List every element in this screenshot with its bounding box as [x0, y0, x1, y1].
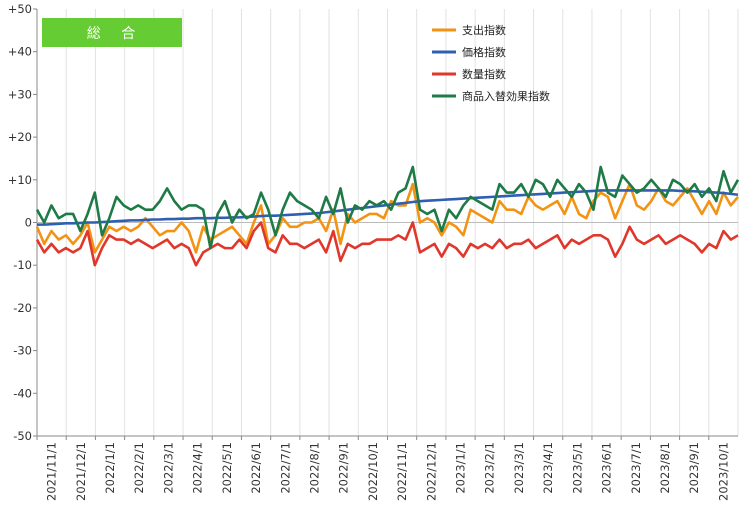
x-tick-label: 2022/9/1 [337, 442, 351, 494]
x-tick-label: 2022/12/1 [424, 442, 438, 501]
y-axis-ticks: +50 +40 +30 +20 +10 0 -10 -20 -30 -40 -50 [8, 2, 37, 443]
x-tick-label: 2023/9/1 [687, 442, 701, 494]
x-tick-label: 2021/12/1 [74, 442, 88, 501]
x-tick-label: 2022/6/1 [249, 442, 263, 494]
legend-label: 商品入替効果指数 [462, 89, 550, 103]
x-tick-label: 2021/11/1 [45, 442, 59, 501]
chart-title: 総 合 [87, 26, 143, 42]
series-line [35, 221, 739, 267]
x-tick-label: 2023/3/1 [512, 442, 526, 494]
legend-label: 価格指数 [462, 45, 506, 59]
x-tick-label: 2022/5/1 [220, 442, 234, 494]
y-tick-label: -40 [13, 386, 32, 400]
x-tick-label: 2023/7/1 [629, 442, 643, 494]
title-box-background [42, 18, 182, 47]
data-series [35, 165, 740, 267]
y-tick-label: -10 [13, 258, 32, 272]
series-line [35, 182, 739, 254]
x-tick-label: 2022/4/1 [191, 442, 205, 494]
x-tick-label: 2023/10/1 [716, 442, 730, 501]
x-tick-label: 2023/8/1 [658, 442, 672, 494]
y-tick-label: -30 [13, 344, 32, 358]
x-tick-label: 2023/5/1 [570, 442, 584, 494]
x-tick-label: 2022/2/1 [132, 442, 146, 494]
x-tick-label: 2022/1/1 [103, 442, 117, 494]
x-tick-label: 2023/4/1 [541, 442, 555, 494]
series-line [35, 165, 740, 250]
y-tick-label: -50 [13, 429, 32, 443]
x-axis-ticks: 2021/11/1 2021/12/1 2022/1/1 2022/2/1 2022/3… [36, 436, 730, 501]
y-tick-label: +20 [8, 130, 32, 144]
x-tick-label: 2022/8/1 [308, 442, 322, 494]
x-tick-label: 2023/2/1 [483, 442, 497, 494]
y-tick-label: -20 [13, 301, 32, 315]
chart-title-box: 総 合 [42, 18, 182, 47]
x-tick-label: 2022/11/1 [395, 442, 409, 501]
x-tick-label: 2022/3/1 [161, 442, 175, 494]
y-tick-label: +50 [8, 2, 32, 16]
y-tick-label: 0 [25, 216, 32, 230]
y-tick-label: +10 [8, 173, 32, 187]
x-tick-label: 2022/7/1 [278, 442, 292, 494]
y-tick-label: +40 [8, 45, 32, 59]
legend-label: 数量指数 [462, 67, 506, 81]
x-tick-label: 2022/10/1 [366, 442, 380, 501]
x-tick-label: 2023/6/1 [600, 442, 614, 494]
y-tick-label: +30 [8, 87, 32, 101]
x-tick-label: 2023/1/1 [454, 442, 468, 494]
legend-label: 支出指数 [462, 23, 506, 37]
